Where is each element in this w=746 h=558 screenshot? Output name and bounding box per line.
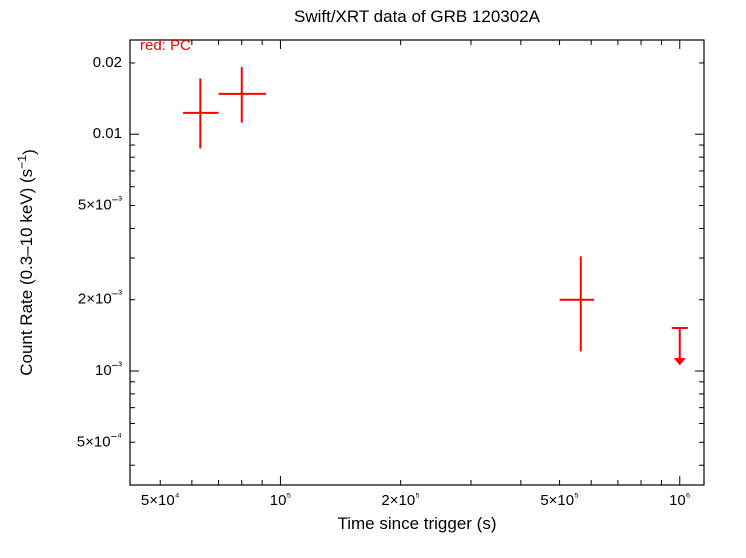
x-tick-label: 2×10⁵: [381, 491, 419, 509]
y-tick-label: 5×10−³: [78, 194, 122, 213]
x-tick-label: 5×10⁵: [540, 491, 578, 509]
data-point: [560, 256, 594, 351]
y-tick-label: 0.01: [93, 125, 122, 142]
data-point: [219, 67, 266, 122]
y-tick-label: 10−³: [95, 360, 122, 379]
chart-title: Swift/XRT data of GRB 120302A: [294, 7, 541, 26]
x-tick-label: 10⁶: [669, 491, 690, 509]
y-axis-label: Count Rate (0.3–10 keV) (s−1): [15, 149, 39, 376]
plot-frame: [130, 40, 704, 485]
legend-text: red: PC: [140, 37, 191, 54]
xrt-lightcurve-chart: 10⁵ 10⁶ 5×10⁴ 2×10⁵ 5×10⁵ 10−³ 0.01 5×10−⁴ 2×10−…: [0, 0, 746, 558]
y-tick-label: 5×10−⁴: [77, 431, 122, 450]
y-tick-label: 2×10−³: [78, 289, 122, 308]
x-axis-label: Time since trigger (s): [337, 514, 496, 533]
y-tick-label: 0.02: [93, 54, 122, 71]
data-point: [183, 78, 219, 148]
x-tick-label: 10⁵: [270, 491, 291, 509]
upper-limit-arrow: [672, 328, 688, 365]
x-tick-label: 5×10⁴: [141, 491, 180, 509]
